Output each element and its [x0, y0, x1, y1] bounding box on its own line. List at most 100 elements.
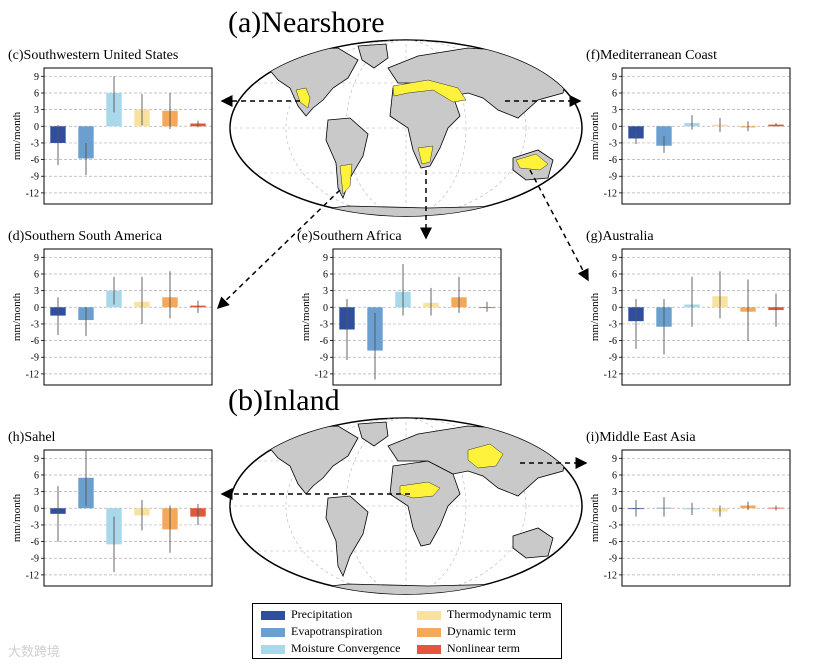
y-tick-label: 9 [34, 454, 39, 465]
y-tick-label: -6 [31, 537, 39, 548]
y-axis-label: mm/month [589, 292, 601, 341]
y-tick-label: 0 [34, 504, 39, 515]
legend-swatch-nonlinear-term [417, 645, 441, 654]
y-tick-label: -12 [604, 369, 617, 380]
arrow-to-d [216, 189, 341, 310]
y-tick-label: -3 [609, 520, 617, 531]
plot-frame [43, 248, 213, 386]
y-tick-label: 6 [612, 88, 617, 99]
chart-title: (f)Mediterranean Coast [586, 48, 717, 63]
y-tick-label: 3 [34, 286, 39, 297]
y-tick-label: 0 [612, 303, 617, 314]
panel-h: (h)Sahel 9 6 3 0 -3 -6 -9 -12 mm/month [8, 430, 220, 590]
y-tick-label: -9 [609, 172, 617, 183]
arrow-to-g [529, 169, 589, 282]
y-tick-label: 0 [612, 122, 617, 133]
y-tick-label: -9 [609, 554, 617, 565]
bar-evapotranspiration [656, 126, 672, 146]
legend-label-nonlinear-term: Nonlinear term [447, 641, 520, 655]
inland-heading: (b)Inland [228, 384, 340, 417]
y-tick-label: -3 [31, 138, 39, 149]
y-tick-label: 9 [612, 72, 617, 83]
legend-label-dynamic-term: Dynamic term [447, 624, 516, 638]
y-axis-label: mm/month [589, 111, 601, 160]
y-tick-label: -3 [320, 319, 328, 330]
y-tick-label: -9 [320, 353, 328, 364]
legend-label-moisture-convergence: Moisture Convergence [291, 641, 401, 655]
highlight-s-south-america [339, 163, 353, 195]
y-tick-label: 9 [34, 253, 39, 264]
y-tick-label: -12 [26, 570, 39, 581]
legend-swatch-dynamic-term [417, 628, 441, 637]
y-tick-label: -6 [31, 336, 39, 347]
bar-chart-i: 9 6 3 0 -3 -6 -9 -12 mm/month [589, 449, 791, 587]
y-tick-label: -12 [604, 570, 617, 581]
bar-chart-h: 9 6 3 0 -3 -6 -9 -12 mm/month [11, 449, 213, 587]
inland-world-map [229, 417, 583, 595]
y-tick-label: 6 [34, 470, 39, 481]
y-tick-label: 9 [612, 454, 617, 465]
panel-d: (d)Southern South America 9 6 3 0 -3 -6 -9 -12 mm… [8, 229, 220, 389]
legend-swatch-moisture-convergence [261, 645, 285, 654]
y-tick-label: -3 [609, 319, 617, 330]
y-tick-label: 0 [323, 303, 328, 314]
legend-swatch-thermodynamic-term [417, 611, 441, 620]
y-tick-label: -9 [31, 172, 39, 183]
bar-chart-c: 9 6 3 0 -3 -6 -9 -12 mm/month [11, 67, 213, 205]
y-tick-label: -12 [315, 369, 328, 380]
nearshore-heading: (a)Nearshore [228, 6, 385, 39]
y-tick-label: 0 [612, 504, 617, 515]
y-tick-label: -6 [609, 336, 617, 347]
panel-g: (g)Australia 9 6 3 0 -3 -6 -9 -12 mm/month [586, 229, 798, 389]
y-tick-label: 3 [612, 105, 617, 116]
highlight-s-africa [417, 145, 434, 165]
highlight-australia [515, 153, 549, 171]
plot-frame [621, 449, 791, 587]
y-tick-label: -9 [31, 353, 39, 364]
bar-chart-d: 9 6 3 0 -3 -6 -9 -12 mm/month [11, 248, 213, 386]
y-tick-label: -12 [604, 188, 617, 199]
y-tick-label: 3 [34, 105, 39, 116]
y-tick-label: 3 [34, 487, 39, 498]
legend: Precipitation Evapotranspiration Moistur… [252, 603, 562, 659]
y-tick-label: -9 [31, 554, 39, 565]
panel-i: (i)Middle East Asia 9 6 3 0 -3 -6 -9 -12 mm/month [586, 430, 798, 590]
y-tick-label: 6 [34, 88, 39, 99]
y-tick-label: 6 [612, 470, 617, 481]
legend-label-thermodynamic-term: Thermodynamic term [447, 607, 552, 621]
y-tick-label: 9 [34, 72, 39, 83]
y-axis-label: mm/month [11, 111, 23, 160]
plot-frame [43, 449, 213, 587]
bar-chart-g: 9 6 3 0 -3 -6 -9 -12 mm/month [589, 248, 791, 386]
y-axis-label: mm/month [11, 493, 23, 542]
watermark: 大数跨境 [8, 645, 61, 660]
bar-chart-f: 9 6 3 0 -3 -6 -9 -12 mm/month [589, 67, 791, 205]
plot-frame [43, 67, 213, 205]
y-tick-label: 3 [323, 286, 328, 297]
y-tick-label: 9 [323, 253, 328, 264]
north-america-shape [267, 47, 359, 117]
y-tick-label: 6 [612, 269, 617, 280]
chart-title: (e)Southern Africa [297, 229, 402, 244]
y-axis-label: mm/month [300, 292, 312, 341]
greenland-shape [357, 43, 389, 69]
chart-title: (d)Southern South America [8, 229, 162, 244]
y-tick-label: -12 [26, 369, 39, 380]
chart-title: (c)Southwestern United States [8, 48, 179, 63]
panel-c: (c)Southwestern United States 9 6 3 0 -3 -6 -9 -… [8, 48, 220, 208]
y-tick-label: -6 [609, 537, 617, 548]
y-axis-label: mm/month [11, 292, 23, 341]
bar-chart-e: 9 6 3 0 -3 -6 -9 -12 mm/month [300, 248, 502, 386]
highlight-mediterranean [392, 79, 467, 103]
chart-title: (g)Australia [586, 229, 654, 244]
plot-frame [332, 248, 502, 386]
plot-frame [621, 67, 791, 205]
y-tick-label: -12 [26, 188, 39, 199]
bar-evapotranspiration [78, 126, 94, 159]
y-tick-label: -6 [320, 336, 328, 347]
y-tick-label: 0 [34, 122, 39, 133]
y-tick-label: 6 [34, 269, 39, 280]
y-tick-label: -6 [31, 155, 39, 166]
plot-frame [621, 248, 791, 386]
